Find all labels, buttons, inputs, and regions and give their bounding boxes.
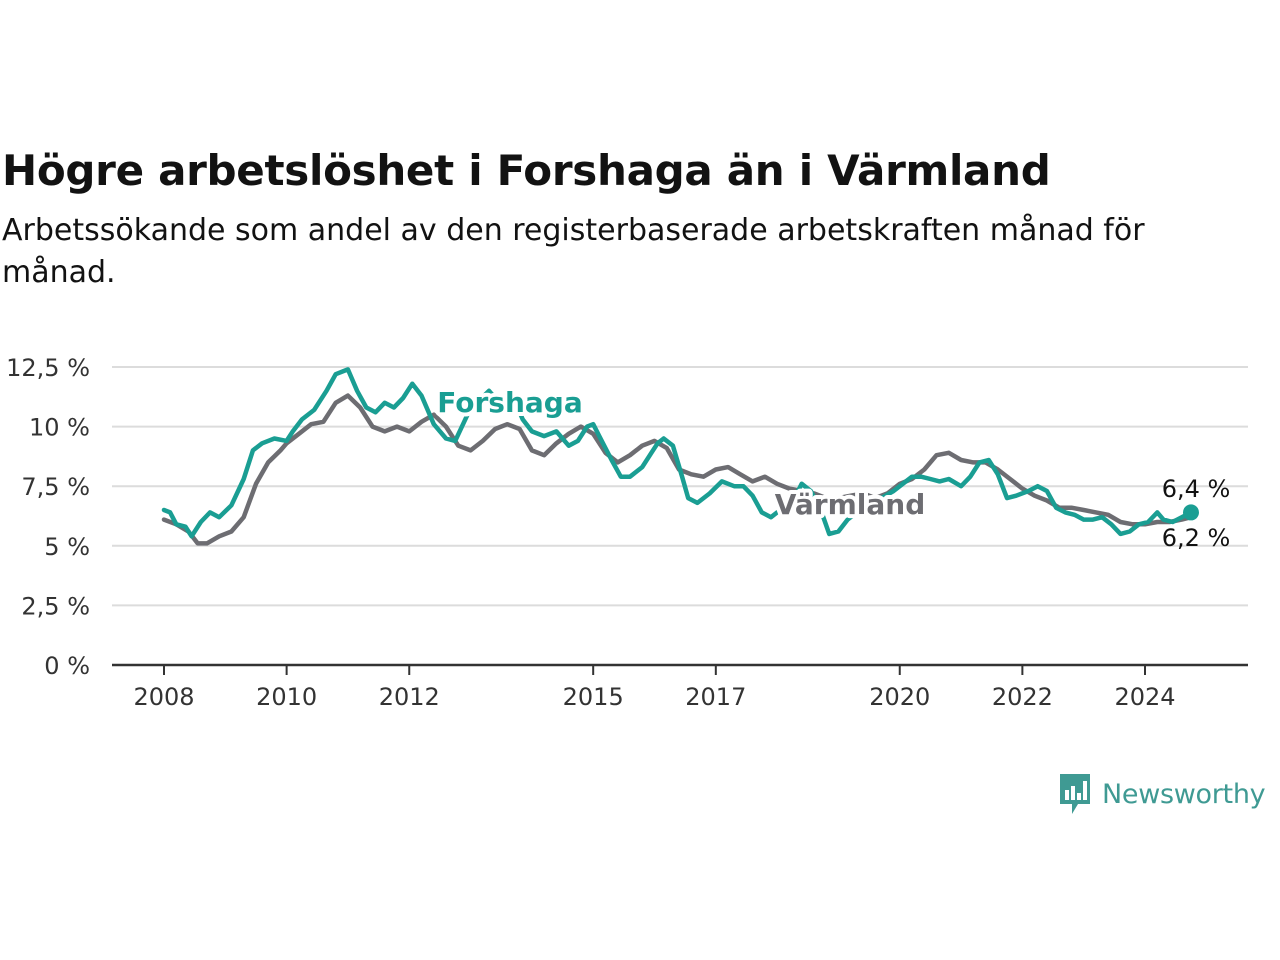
y-tick-label: 7,5 % — [21, 473, 90, 501]
series-label-varmland: Värmland — [775, 488, 926, 521]
chart-title: Högre arbetslöshet i Forshaga än i Värml… — [2, 146, 1051, 195]
brand-logo: Newsworthy — [1058, 772, 1266, 816]
series-label-forshaga: Forshaga — [437, 386, 582, 419]
brand-name: Newsworthy — [1102, 778, 1266, 810]
end-label-varmland: 6,2 % — [1162, 524, 1231, 552]
x-axis: 2008 2010 2012 2015 2017 2020 2022 2024 — [112, 663, 1248, 711]
y-tick-label: 5 % — [44, 533, 90, 561]
series-labels: 6,4 % 6,2 % Forshaga Värmland — [433, 382, 1231, 552]
x-tick-label: 2024 — [1114, 683, 1175, 711]
chart-subtitle: Arbetssökande som andel av den registerb… — [2, 213, 1145, 290]
end-label-forshaga: 6,4 % — [1162, 475, 1231, 503]
x-tick-label: 2020 — [869, 683, 930, 711]
y-tick-label: 12,5 % — [6, 354, 90, 382]
x-tick-label: 2022 — [992, 683, 1053, 711]
x-tick-label: 2010 — [256, 683, 317, 711]
y-tick-label: 2,5 % — [21, 592, 90, 620]
series-lines — [161, 367, 1199, 546]
y-tick-label: 10 % — [29, 414, 90, 442]
x-tick-label: 2017 — [685, 683, 746, 711]
newsworthy-icon — [1060, 774, 1090, 814]
x-tick-label: 2012 — [379, 683, 440, 711]
x-tick-label: 2008 — [133, 683, 194, 711]
series-line-värmland — [161, 393, 1194, 546]
y-tick-label: 0 % — [44, 652, 90, 680]
y-axis: 0 % 2,5 % 5 % 7,5 % 10 % 12,5 % — [6, 354, 90, 680]
x-tick-label: 2015 — [563, 683, 624, 711]
series-line-forshaga — [161, 367, 1194, 539]
end-point-forshaga — [1182, 504, 1199, 521]
gridlines — [112, 366, 1248, 607]
